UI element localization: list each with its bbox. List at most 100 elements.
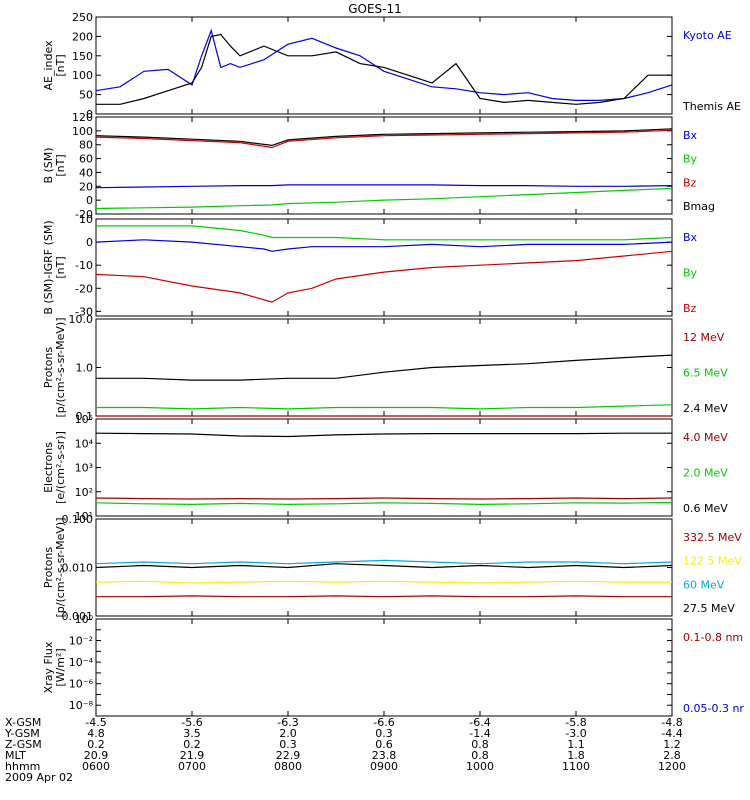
y-tick-label: 250 [72,11,93,24]
footer-value: 22.9 [276,749,301,762]
footer-value: 21.9 [180,749,205,762]
legend-entry: 122.5 MeV [683,555,742,568]
series-line-bx [95,184,673,189]
y-tick-label: 0.010 [62,562,94,575]
legend-entry: 4.0 MeV [683,431,728,444]
y-tick-label: 20 [79,180,93,193]
footer-value: -3.0 [565,727,586,740]
series-line-bz [95,129,673,149]
series-line-by [95,187,673,210]
y-tick-label: 10.0 [69,313,94,326]
footer-value: 1.2 [663,738,681,751]
y-tick-label: 100 [72,125,93,138]
legend-entry: Bmag [683,200,715,213]
legend-entry: Bx [683,231,698,244]
footer-row-label: Z-GSM [5,738,42,751]
footer-row-label: X-GSM [5,716,41,729]
footer-value: -6.4 [469,716,490,729]
footer-value: 0800 [274,760,302,773]
legend-entry: By [683,267,698,280]
legend-entry: Bz [683,176,697,189]
y-axis-label: Protons[p/(cm²-s-sr-MeV)] [42,318,67,418]
series-line-bz [95,250,673,303]
footer-value: 20.9 [84,749,109,762]
footer-value: -5.6 [181,716,202,729]
y-tick-label: 40 [79,166,93,179]
footer-value: -4.8 [661,716,682,729]
y-axis-label: B (SM)[nT] [42,147,67,183]
y-axis-label: B (SM)-IGRF (SM)[nT] [42,220,67,314]
footer-value: 1.8 [567,749,585,762]
footer-value: 0.8 [471,749,489,762]
footer-value: -4.4 [661,727,682,740]
y-tick-label: -10 [75,259,93,272]
footer-value: 0.3 [279,738,297,751]
panel-xray: 10⁻⁸ 10⁻⁶ 10⁻⁴ 10⁻² 10⁰ Xray Flux[W/m²] 0.1-0.… [42,613,744,717]
panel-frame [95,618,673,717]
series-line-60-mev [95,559,673,565]
footer-value: 0.3 [375,727,393,740]
legend-entry: 27.5 MeV [683,602,735,615]
footer-value: 2.0 [279,727,297,740]
legend-entry: 0.1-0.8 nm [683,631,743,644]
footer-value: -4.5 [85,716,106,729]
series-line-themis-ae [96,33,672,105]
legend-entry: Themis AE [682,100,741,113]
legend-entry: 0.6 MeV [683,502,728,515]
legend-entry: 12 MeV [683,331,725,344]
y-tick-label: 0.1 [76,410,94,423]
footer-value: 0900 [370,760,398,773]
series-line-0-6-mev [95,432,672,438]
y-axis-label: Protons[p/(cm²-s-sr-MeV)] [42,518,67,618]
series-line-bmag [95,128,673,147]
series-line-122-5-mev [95,580,672,584]
y-tick-label: 10⁻² [69,635,93,648]
series-line-4-0-mev [95,497,673,500]
y-tick-label: 50 [79,89,93,102]
y-tick-label: 10³ [75,462,93,475]
legend-entry: 332.5 MeV [683,531,742,544]
series-line-kyoto-ae [95,28,673,102]
chart-title: GOES-11 [348,2,402,16]
y-tick-label: 10⁴ [75,437,94,450]
y-tick-label: 100 [72,69,93,82]
series-line-27-5-mev [95,563,673,569]
footer-date: 2009 Apr 02 [5,771,73,784]
footer-value: 0.8 [471,738,489,751]
orbit-footer: X-GSMY-GSMZ-GSMMLThhmm-4.54.80.220.90600… [4,716,686,784]
footer-value: 1100 [562,760,590,773]
panel-frame [95,16,673,115]
footer-value: -6.3 [277,716,298,729]
series-line-332-5-mev [96,595,672,598]
legend-entry: Bz [683,302,697,315]
y-tick-label: 10⁻⁸ [69,699,94,712]
y-tick-label: 120 [72,111,93,124]
y-tick-label: 0 [86,236,93,249]
footer-value: -5.8 [565,716,586,729]
footer-value: 1200 [658,760,686,773]
y-tick-label: 10⁰ [75,613,94,626]
y-tick-label: 10¹ [75,510,93,523]
y-tick-label: 10⁵ [75,413,93,426]
panel-frame [95,318,673,417]
y-tick-label: 0.100 [62,513,94,526]
legend-entry: Bx [683,129,698,142]
series-line-6-5-mev [96,404,673,410]
legend-entry: 0.05-0.3 nr [683,702,744,715]
footer-row-label: Y-GSM [4,727,40,740]
series-line-2-0-mev [95,501,673,506]
y-tick-label: -20 [75,208,93,221]
panel-ae: 0 50 100 150 200 250 AE_index[nT] Kyoto AE Themi… [42,11,741,121]
footer-value: 1.1 [567,738,585,751]
legend-entry: By [683,153,698,166]
y-tick-label: -20 [75,282,93,295]
series-line-by [96,225,673,241]
y-tick-label: 200 [72,30,93,43]
footer-value: 1000 [466,760,494,773]
footer-value: 3.5 [183,727,201,740]
footer-row-label: hhmm [5,760,40,773]
y-tick-label: 10⁻⁴ [69,656,94,669]
y-tick-label: 10 [79,213,93,226]
